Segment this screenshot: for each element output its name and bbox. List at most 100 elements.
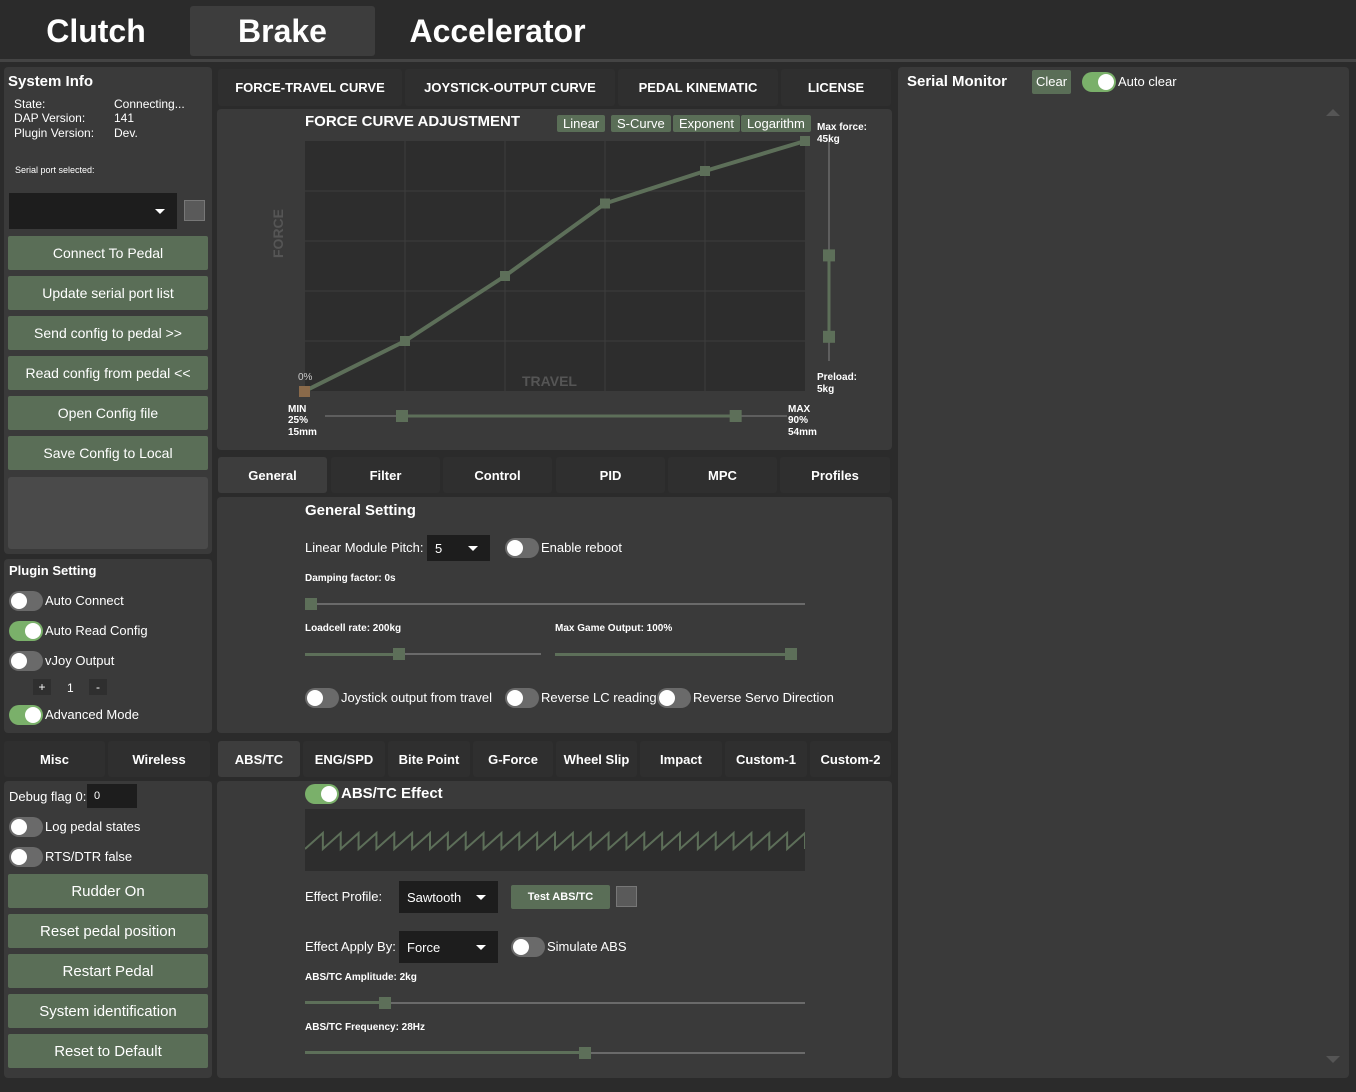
send-config-button[interactable]: Send config to pedal >> [8, 316, 208, 350]
preset-exponent-button[interactable]: Exponent [673, 115, 740, 132]
tab-mpc[interactable]: MPC [668, 457, 777, 493]
serial-port-dropdown[interactable] [9, 193, 177, 229]
tab-bite-point[interactable]: Bite Point [388, 741, 470, 777]
tab-joystick-output-curve[interactable]: JOYSTICK-OUTPUT CURVE [405, 69, 615, 106]
system-identification-button[interactable]: System identification [8, 994, 208, 1028]
open-config-button[interactable]: Open Config file [8, 396, 208, 430]
tab-eng-spd[interactable]: ENG/SPD [303, 741, 385, 777]
serial-monitor-title: Serial Monitor [907, 73, 1008, 90]
tab-abs-tc[interactable]: ABS/TC [218, 741, 300, 777]
vjoy-plus-button[interactable]: + [33, 679, 51, 695]
frequency-slider-thumb[interactable] [579, 1047, 591, 1059]
enable-reboot-toggle[interactable] [505, 538, 539, 558]
auto-clear-toggle[interactable] [1082, 72, 1116, 92]
travel-max-pct: 90% [788, 415, 809, 426]
reverse-lc-toggle[interactable] [505, 688, 539, 708]
rudder-on-button[interactable]: Rudder On [8, 874, 208, 908]
amplitude-slider-track[interactable] [305, 1002, 805, 1004]
restart-pedal-button[interactable]: Restart Pedal [8, 954, 208, 988]
serial-clear-button[interactable]: Clear [1032, 70, 1072, 94]
read-config-button[interactable]: Read config from pedal << [8, 356, 208, 390]
simulate-abs-toggle[interactable] [511, 937, 545, 957]
tab-general[interactable]: General [218, 457, 327, 493]
damping-slider-track[interactable] [305, 603, 805, 605]
joystick-travel-toggle[interactable] [305, 688, 339, 708]
loadcell-slider-thumb[interactable] [393, 648, 406, 660]
general-setting-title: General Setting [305, 502, 416, 519]
vjoy-value: 1 [67, 681, 74, 695]
max-game-slider-thumb[interactable] [785, 648, 797, 660]
tab-filter[interactable]: Filter [331, 457, 440, 493]
frequency-slider-fill [305, 1051, 585, 1054]
abs-tc-enable-toggle[interactable] [305, 784, 339, 804]
travel-max-mm: 54mm [788, 427, 817, 438]
curve-point [500, 271, 510, 281]
connect-to-pedal-button[interactable]: Connect To Pedal [8, 236, 208, 270]
test-abs-checkbox[interactable] [616, 886, 637, 907]
curve-points [400, 136, 810, 346]
scroll-down-icon[interactable] [1326, 1056, 1340, 1063]
tab-custom-2[interactable]: Custom-2 [810, 741, 891, 777]
reverse-servo-toggle[interactable] [657, 688, 691, 708]
effect-profile-dropdown[interactable]: Sawtooth [399, 881, 498, 913]
max-game-output-label: Max Game Output: 100% [555, 623, 673, 634]
preset-s-curve-button[interactable]: S-Curve [611, 115, 671, 132]
effect-apply-label: Effect Apply By: [305, 939, 396, 954]
preset-logarithm-button[interactable]: Logarithm [741, 115, 811, 132]
reverse-lc-label: Reverse LC reading [541, 690, 657, 705]
tab-custom-1[interactable]: Custom-1 [725, 741, 807, 777]
damping-label: Damping factor: 0s [305, 573, 396, 584]
tab-clutch[interactable]: Clutch [46, 12, 146, 49]
max-force-value: 45kg [817, 134, 840, 145]
update-serial-port-button[interactable]: Update serial port list [8, 276, 208, 310]
system-info-title: System Info [8, 73, 94, 90]
state-value: Connecting... [114, 97, 185, 111]
save-config-button[interactable]: Save Config to Local [8, 436, 208, 470]
scroll-up-icon[interactable] [1326, 109, 1340, 116]
reset-to-default-button[interactable]: Reset to Default [8, 1034, 208, 1068]
tab-wireless[interactable]: Wireless [108, 741, 210, 777]
rts-dtr-label: RTS/DTR false [45, 849, 133, 864]
pitch-label: Linear Module Pitch: [305, 540, 424, 555]
loadcell-slider-track[interactable] [305, 653, 541, 655]
vjoy-toggle[interactable] [9, 651, 43, 671]
preset-linear-button[interactable]: Linear [557, 115, 606, 132]
log-pedal-toggle[interactable] [9, 817, 43, 837]
loadcell-label: Loadcell rate: 200kg [305, 623, 402, 634]
dap-version-value: 141 [114, 111, 135, 125]
serial-port-checkbox[interactable] [184, 200, 205, 221]
tab-misc[interactable]: Misc [4, 741, 105, 777]
curve-point [400, 336, 410, 346]
debug-flag-label: Debug flag 0: [9, 789, 87, 804]
max-game-slider-fill [555, 653, 791, 656]
damping-slider-thumb[interactable] [305, 598, 317, 610]
tab-control[interactable]: Control [443, 457, 552, 493]
effect-apply-dropdown[interactable]: Force [399, 931, 498, 963]
tab-wheel-slip[interactable]: Wheel Slip [556, 741, 637, 777]
force-curve-chart[interactable] [217, 109, 892, 450]
tab-pedal-kinematic[interactable]: PEDAL KINEMATIC [618, 69, 778, 106]
tab-license[interactable]: LICENSE [781, 69, 891, 106]
tab-g-force[interactable]: G-Force [473, 741, 553, 777]
tab-force-travel-curve[interactable]: FORCE-TRAVEL CURVE [218, 69, 402, 106]
test-abs-tc-button[interactable]: Test ABS/TC [511, 885, 610, 909]
vjoy-label: vJoy Output [45, 653, 115, 668]
debug-flag-input[interactable]: 0 [87, 784, 137, 808]
auto-read-toggle[interactable] [9, 621, 43, 641]
tab-impact[interactable]: Impact [640, 741, 722, 777]
tab-accelerator[interactable]: Accelerator [409, 12, 586, 49]
reset-pedal-position-button[interactable]: Reset pedal position [8, 914, 208, 948]
amplitude-slider-thumb[interactable] [379, 997, 391, 1009]
auto-clear-label: Auto clear [1118, 74, 1177, 89]
advanced-mode-toggle[interactable] [9, 705, 43, 725]
tab-brake[interactable]: Brake [190, 6, 375, 56]
abs-tc-title: ABS/TC Effect [341, 785, 443, 802]
pitch-dropdown[interactable]: 5 [427, 535, 490, 561]
vjoy-minus-button[interactable]: - [89, 679, 107, 695]
auto-connect-toggle[interactable] [9, 591, 43, 611]
auto-connect-label: Auto Connect [45, 593, 124, 608]
rts-dtr-toggle[interactable] [9, 847, 43, 867]
tab-profiles[interactable]: Profiles [780, 457, 890, 493]
tab-pid[interactable]: PID [556, 457, 665, 493]
curve-point [800, 136, 810, 146]
